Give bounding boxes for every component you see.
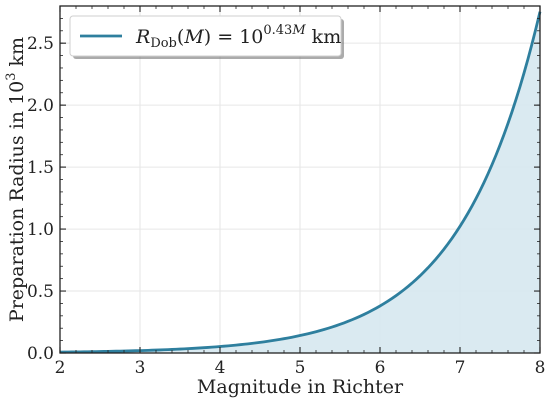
y-tick-label: 1.5: [27, 158, 54, 178]
legend-label: RDob(M) = 100.43M km: [135, 23, 341, 51]
x-tick-label: 2: [55, 358, 66, 378]
y-tick-label: 2.5: [27, 34, 54, 54]
x-tick-label: 5: [295, 358, 306, 378]
y-tick-label: 2.0: [27, 96, 54, 116]
x-tick-label: 6: [375, 358, 386, 378]
x-tick-label: 4: [215, 358, 226, 378]
x-tick-label: 8: [535, 358, 546, 378]
x-axis-ticks: 2 3 4 5 6 7 8: [55, 6, 546, 378]
y-axis-label: Preparation Radius in 103 km: [4, 37, 28, 322]
legend-box: [69, 15, 342, 57]
y-tick-label: 0.0: [27, 344, 54, 364]
legend: RDob(M) = 100.43M km: [69, 15, 344, 59]
y-tick-label: 0.5: [27, 282, 54, 302]
y-axis-ticks: 0.0 0.5 1.0 1.5 2.0 2.5: [27, 5, 540, 364]
y-tick-label: 1.0: [27, 220, 54, 240]
area-fill: [60, 11, 540, 353]
x-axis-label: Magnitude in Richter: [197, 376, 404, 398]
x-tick-label: 3: [135, 358, 146, 378]
x-tick-label: 7: [455, 358, 466, 378]
